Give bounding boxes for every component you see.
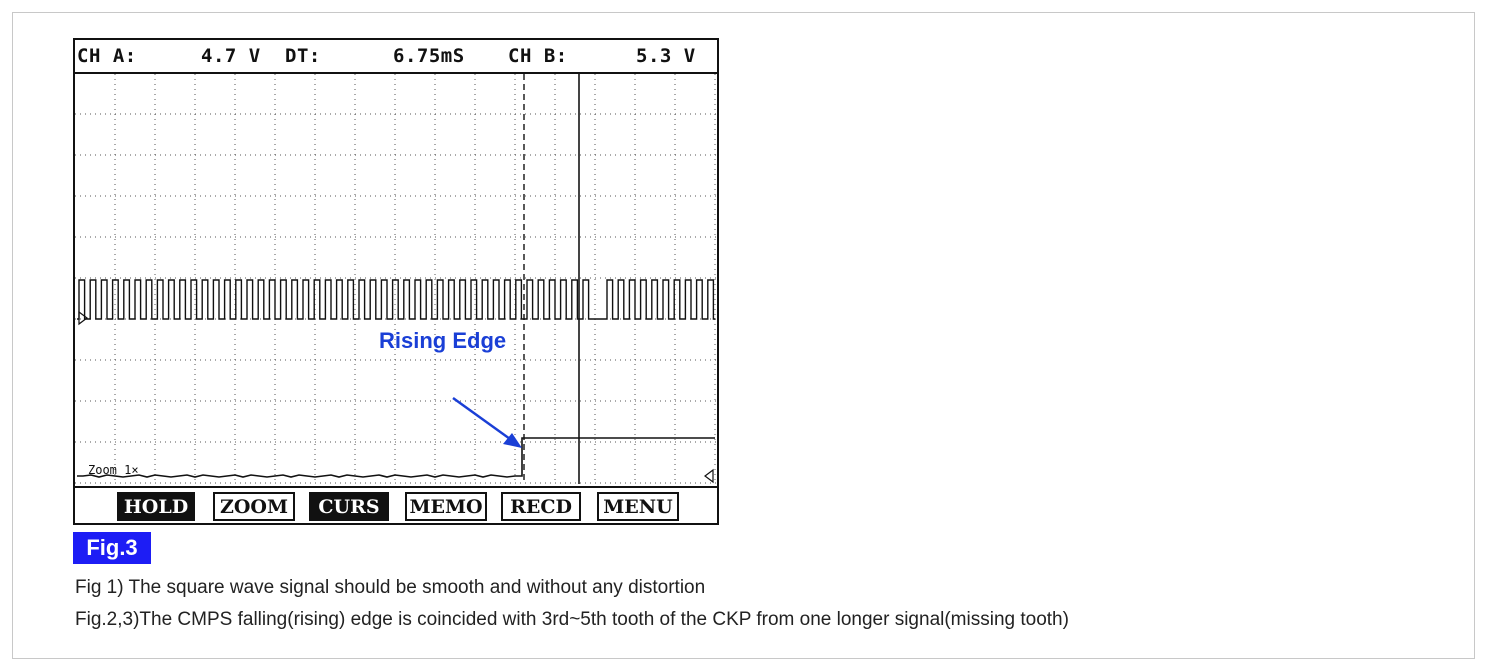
ch-a-label: CH A: <box>77 45 137 67</box>
scope-readout-bar: CH A: 4.7 V DT: 6.75mS CH B: 5.3 V <box>75 40 717 74</box>
recd-button[interactable]: RECD <box>501 492 581 521</box>
ch-b-value: 5.3 V <box>636 45 696 67</box>
zoom-level-label: Zoom 1× <box>88 463 139 477</box>
menu-button[interactable]: MENU <box>597 492 679 521</box>
annotation-arrow-icon <box>503 433 522 448</box>
ch-b-label: CH B: <box>508 45 568 67</box>
zoom-button[interactable]: ZOOM <box>213 492 295 521</box>
rising-edge-annotation: Rising Edge <box>379 328 507 353</box>
caption-line-2: Fig.2,3)The CMPS falling(rising) edge is… <box>75 609 1069 630</box>
dt-label: DT: <box>285 45 321 67</box>
cmp-step-signal <box>77 437 715 478</box>
dt-value: 6.75mS <box>393 45 465 67</box>
curs-button[interactable]: CURS <box>309 492 389 521</box>
ch-a-marker-icon <box>78 310 88 326</box>
ch-a-value: 4.7 V <box>201 45 261 67</box>
scope-waveform-area <box>75 74 717 484</box>
annotation-arrow-shaft <box>452 396 518 446</box>
caption-line-1: Fig 1) The square wave signal should be … <box>75 577 706 598</box>
oscilloscope-screen: CH A: 4.7 V DT: 6.75mS CH B: 5.3 V Risin… <box>73 38 719 525</box>
ckp-square-wave <box>77 279 715 320</box>
scope-softkey-bar: HOLD ZOOM CURS MEMO RECD MENU <box>75 486 717 523</box>
ch-b-marker-icon <box>704 468 714 484</box>
figure-label-badge: Fig.3 <box>73 532 151 564</box>
scope-grid <box>75 74 717 484</box>
hold-button[interactable]: HOLD <box>117 492 195 521</box>
memo-button[interactable]: MEMO <box>405 492 487 521</box>
